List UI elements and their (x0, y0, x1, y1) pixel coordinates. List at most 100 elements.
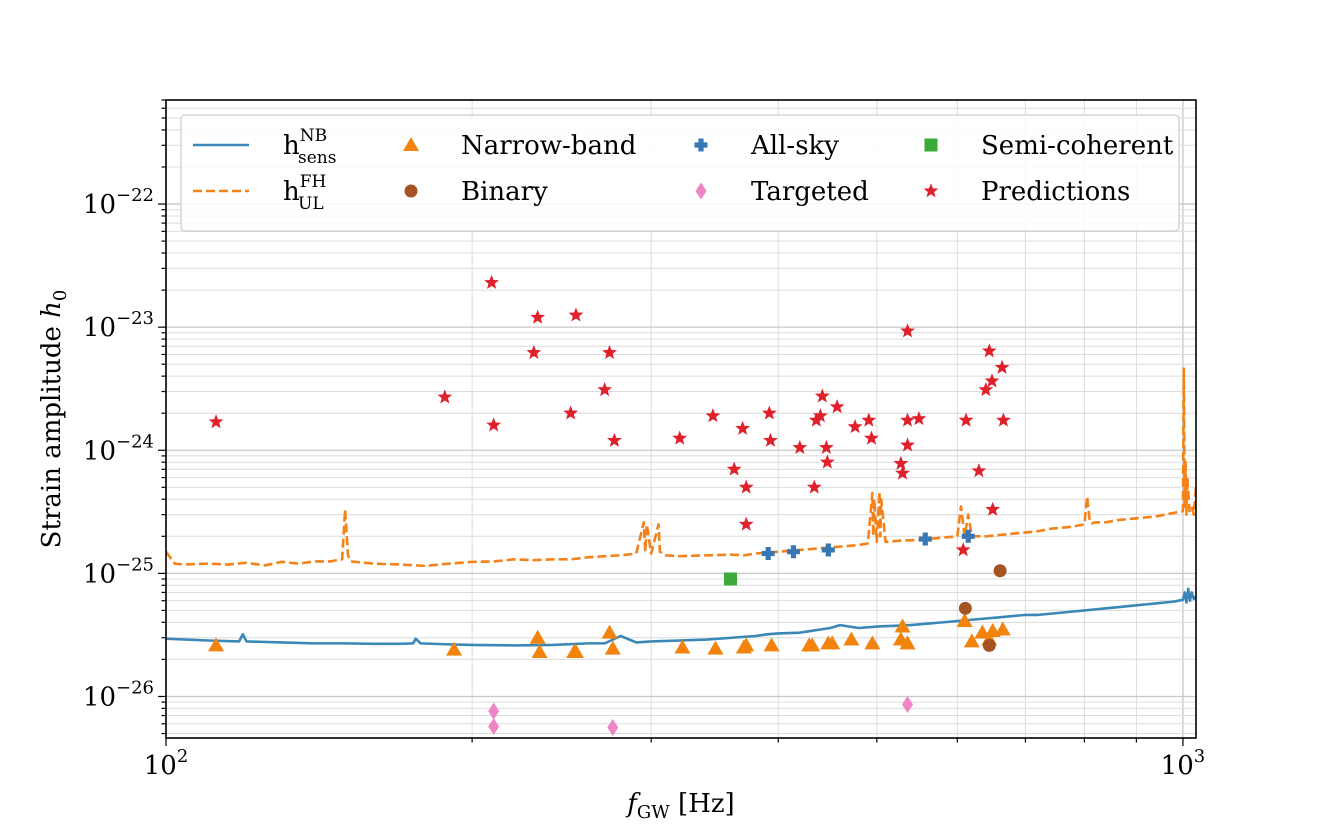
narrowband-point (956, 613, 973, 628)
predictions-point (812, 408, 828, 423)
legend-item-targeted: Targeted (695, 177, 869, 207)
predictions-point (900, 323, 915, 338)
predictions-point (568, 307, 584, 322)
predictions-point (808, 412, 824, 427)
narrowband-point (894, 618, 911, 633)
y-tick-label: 10−23 (83, 308, 154, 343)
predictions-point (981, 343, 997, 358)
predictions-point (955, 542, 971, 557)
binary-point (993, 564, 1007, 578)
narrowband-point (446, 641, 463, 656)
markers (208, 274, 1011, 736)
predictions-point (900, 412, 915, 427)
legend-item-binary: Binary (404, 177, 548, 207)
binary-point (958, 601, 972, 615)
predictions-point (738, 479, 754, 494)
narrowband-point (763, 637, 780, 652)
narrowband-point (899, 635, 916, 650)
predictions-point (606, 432, 622, 447)
narrowband-point (864, 635, 881, 650)
predictions-point (895, 465, 910, 480)
narrowband-point (601, 624, 618, 639)
legend-marker-swatch (694, 138, 708, 152)
predictions-point (814, 388, 830, 403)
narrowband-point (567, 643, 584, 658)
legend-marker-swatch (695, 182, 707, 200)
legend-label: Targeted (751, 177, 869, 207)
predictions-point (763, 432, 778, 447)
predictions-point (484, 274, 499, 289)
predictions-point (861, 412, 877, 427)
legend-label: hFH UL (283, 172, 326, 214)
predictions-point (705, 408, 721, 423)
legend-item-allsky: All-sky (694, 131, 839, 161)
predictions-point (818, 439, 834, 454)
narrowband-point (804, 637, 821, 652)
x-tick-label: 103 (1161, 746, 1206, 781)
predictions-point (971, 463, 987, 478)
predictions-point (437, 389, 453, 404)
legend-marker-swatch (404, 184, 418, 198)
lines (166, 367, 1196, 647)
predictions-point (958, 412, 974, 427)
narrowband-point (738, 637, 755, 652)
predictions-point (526, 344, 542, 360)
predictions-point (984, 373, 1000, 388)
legend-item-sens: hNB sens (193, 126, 336, 168)
predictions-point (978, 381, 994, 397)
legend-label: Binary (461, 177, 548, 207)
legend-item-narrowband: Narrow-band (403, 131, 636, 161)
narrowband-point (208, 637, 225, 652)
predictions-point (806, 479, 822, 494)
ul-curve-line (166, 367, 1196, 568)
targeted-point (488, 718, 500, 736)
predictions-point (994, 359, 1010, 374)
legend-label: hNB sens (283, 126, 336, 168)
predictions-point (864, 430, 879, 445)
allsky-point (786, 545, 800, 559)
predictions-point (597, 381, 613, 397)
legend-marker-swatch (403, 137, 419, 151)
x-axis-label: fGW [Hz] (625, 789, 734, 823)
narrowband-point (529, 629, 546, 644)
y-tick-label: 10−24 (83, 431, 154, 466)
predictions-point (847, 419, 863, 434)
allsky-point (821, 543, 835, 557)
targeted-point (607, 718, 619, 736)
predictions-point (900, 437, 915, 452)
predictions-point (672, 430, 688, 445)
predictions-point (761, 405, 777, 420)
predictions-point (530, 309, 546, 324)
predictions-point (208, 414, 224, 429)
legend-item-semicoherent: Semi-coherent (924, 131, 1174, 161)
predictions-point (738, 516, 754, 531)
predictions-point (996, 412, 1011, 427)
predictions-point (792, 439, 808, 454)
y-axis-label: Strain amplitude h0 (37, 290, 71, 549)
allsky-point (761, 547, 775, 561)
predictions-point (735, 420, 751, 435)
tick-labels: 102 103 10−26 10−25 10−24 10−23 10−22 (83, 185, 1205, 781)
predictions-point (726, 461, 742, 476)
axis-ticks (158, 99, 1184, 746)
legend-label: Narrow-band (461, 131, 636, 161)
predictions-point (911, 411, 927, 426)
narrowband-point (531, 643, 548, 658)
predictions-point (563, 405, 579, 420)
allsky-point (918, 532, 932, 546)
targeted-point (488, 702, 500, 720)
x-tick-label: 102 (144, 746, 189, 781)
legend-item-predictions: Predictions (923, 177, 1130, 207)
predictions-point (985, 501, 1001, 516)
legend-label: Predictions (981, 177, 1130, 207)
legend-marker-swatch (924, 138, 938, 152)
narrowband-point (843, 631, 860, 646)
predictions-point (829, 399, 845, 414)
allsky-point (961, 529, 975, 543)
narrowband-point (824, 635, 841, 650)
legend-item-ul: hFH UL (193, 172, 326, 214)
predictions-point (486, 417, 502, 432)
binary-point (982, 638, 996, 652)
y-tick-label: 10−25 (83, 554, 154, 589)
